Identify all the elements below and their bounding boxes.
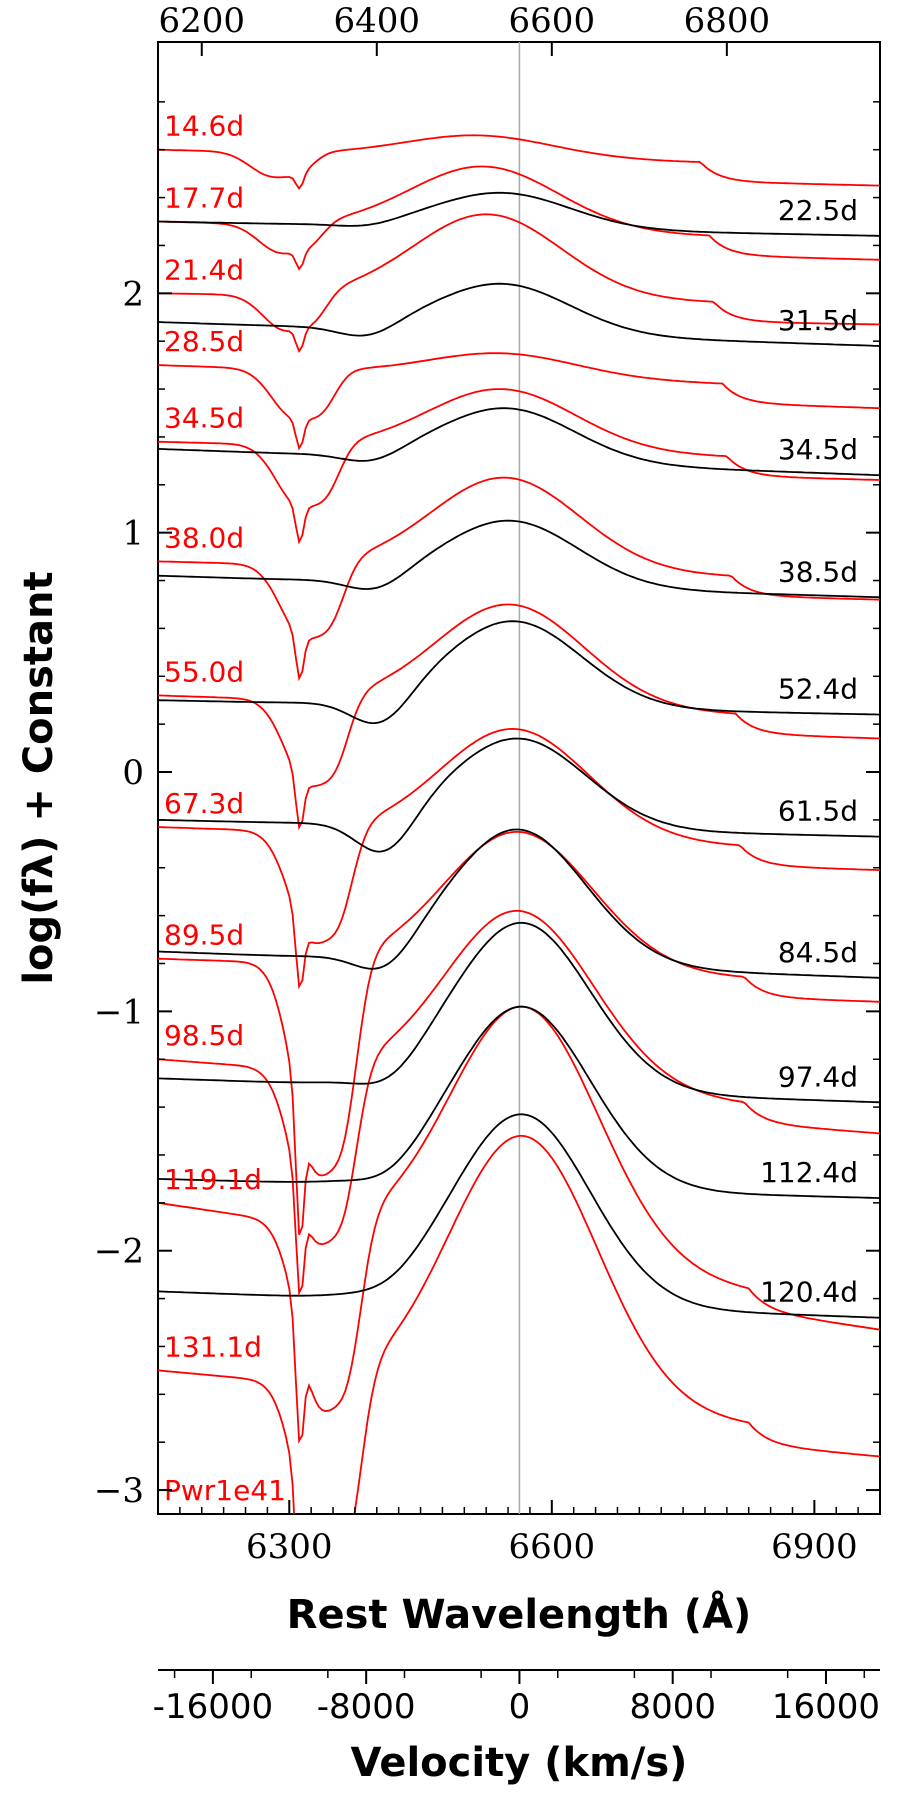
model-spectrum-line: [158, 831, 880, 1236]
observed-spectrum-line: [158, 519, 880, 599]
y-tick-label: 2: [122, 274, 144, 314]
velocity-tick-label: -16000: [153, 1687, 273, 1727]
model-spectrum-line: [158, 213, 880, 354]
top-x-tick-label: 6600: [509, 1, 596, 41]
model-spectrum-line: [158, 603, 880, 831]
observed-epoch-label: 97.4d: [778, 1060, 858, 1093]
model-epoch-label: 119.1d: [164, 1163, 262, 1196]
velocity-tick-label: 0: [509, 1687, 531, 1727]
y-tick-label: 1: [122, 514, 144, 554]
model-spectrum-line: [158, 476, 880, 682]
model-spectrum-line: [158, 165, 880, 271]
observed-epoch-label: 31.5d: [778, 304, 858, 337]
observed-spectrum-line: [158, 921, 880, 1104]
observed-spectrum-line: [158, 282, 880, 347]
model-epoch-label: 67.3d: [164, 787, 244, 820]
observed-epoch-label: 52.4d: [778, 673, 858, 706]
x-tick-label: 6300: [246, 1527, 333, 1567]
velocity-tick-label: 16000: [772, 1687, 880, 1727]
observed-epoch-label: 120.4d: [760, 1276, 858, 1309]
velocity-axis-title: Velocity (km/s): [351, 1740, 688, 1786]
observed-epoch-label: 112.4d: [760, 1156, 858, 1189]
y-tick-label: 0: [122, 753, 144, 793]
spectra-series-layer: [158, 134, 880, 1514]
model-spectrum-line: [158, 910, 880, 1297]
epoch-labels-layer: 14.6d 17.7d 21.4d 28.5d 34.5d 38.0d 55.0d 67.3d…: [164, 110, 858, 1507]
observed-spectrum-line: [158, 620, 880, 724]
model-epoch-label: 55.0d: [164, 655, 244, 688]
model-epoch-label: 38.0d: [164, 521, 244, 554]
model-epoch-label: 34.5d: [164, 402, 244, 435]
observed-epoch-label: 61.5d: [778, 795, 858, 828]
observed-epoch-label: 38.5d: [778, 555, 858, 588]
observed-spectrum-line: [158, 737, 880, 853]
model-epoch-label: 98.5d: [164, 1019, 244, 1052]
observed-epoch-label: 34.5d: [778, 433, 858, 466]
model-spectrum-line: [158, 727, 880, 990]
model-epoch-label: 14.6d: [164, 110, 244, 143]
model-epoch-label: 131.1d: [164, 1330, 262, 1363]
model-spectrum-line: [158, 1135, 880, 1514]
top-x-tick-label: 6400: [334, 1, 421, 41]
y-tick-label: −3: [94, 1471, 144, 1511]
velocity-tick-label: -8000: [317, 1687, 416, 1727]
x-tick-label: 6900: [771, 1527, 858, 1567]
model-epoch-label: 28.5d: [164, 325, 244, 358]
observed-epoch-label: 84.5d: [778, 936, 858, 969]
axes-layer: 6300 6600 6900 6200 6400 6600 6800 −3 −2 −1 0 1 2: [94, 1, 880, 1567]
observed-epoch-label: 22.5d: [778, 194, 858, 227]
observed-spectrum-line: [158, 1113, 880, 1319]
top-x-tick-label: 6200: [158, 1, 245, 41]
y-tick-label: −2: [94, 1232, 144, 1272]
model-epoch-label: 17.7d: [164, 182, 244, 215]
observed-spectrum-line: [158, 191, 880, 237]
top-x-tick-label: 6800: [684, 1, 771, 41]
model-name-label: Pwr1e41: [164, 1474, 286, 1507]
observed-spectrum-line: [158, 1005, 880, 1199]
observed-spectrum-line: [158, 828, 880, 979]
model-spectrum-line: [158, 134, 880, 190]
y-tick-label: −1: [94, 992, 144, 1032]
model-spectrum-line: [158, 352, 880, 451]
model-epoch-label: 21.4d: [164, 253, 244, 286]
velocity-axis: -16000 -8000 0 8000 16000: [153, 1670, 880, 1727]
model-spectrum-line: [158, 388, 880, 545]
model-epoch-label: 89.5d: [164, 919, 244, 952]
velocity-tick-label: 8000: [629, 1687, 716, 1727]
x-tick-label: 6600: [509, 1527, 596, 1567]
y-axis-title: log(fλ) + Constant: [16, 571, 62, 984]
x-axis-title: Rest Wavelength (Å): [287, 1589, 752, 1638]
observed-spectrum-line: [158, 407, 880, 477]
